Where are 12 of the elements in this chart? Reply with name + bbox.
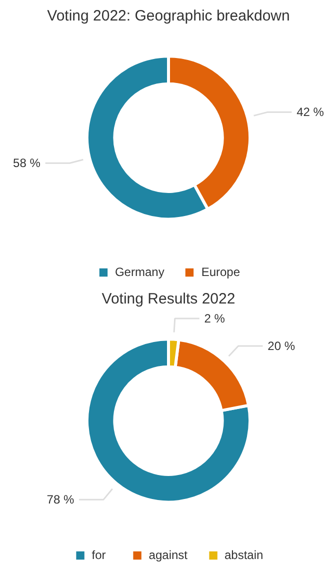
data-label: 42 % (296, 105, 324, 120)
data-label: 78 % (46, 492, 74, 507)
legend-label: abstain (224, 548, 264, 562)
data-label: 58 % (13, 156, 41, 170)
data-label: 2 % (204, 311, 226, 326)
chart-title: Voting Results 2022 (102, 290, 236, 308)
legend-label: Germany (114, 265, 164, 279)
data-label: 20 % (268, 338, 296, 353)
legend-label: for (92, 548, 107, 562)
chart-title: Voting 2022: Geographic breakdown (47, 8, 290, 24)
legend-label: against (148, 548, 188, 562)
legend-label: Europe (201, 265, 240, 279)
